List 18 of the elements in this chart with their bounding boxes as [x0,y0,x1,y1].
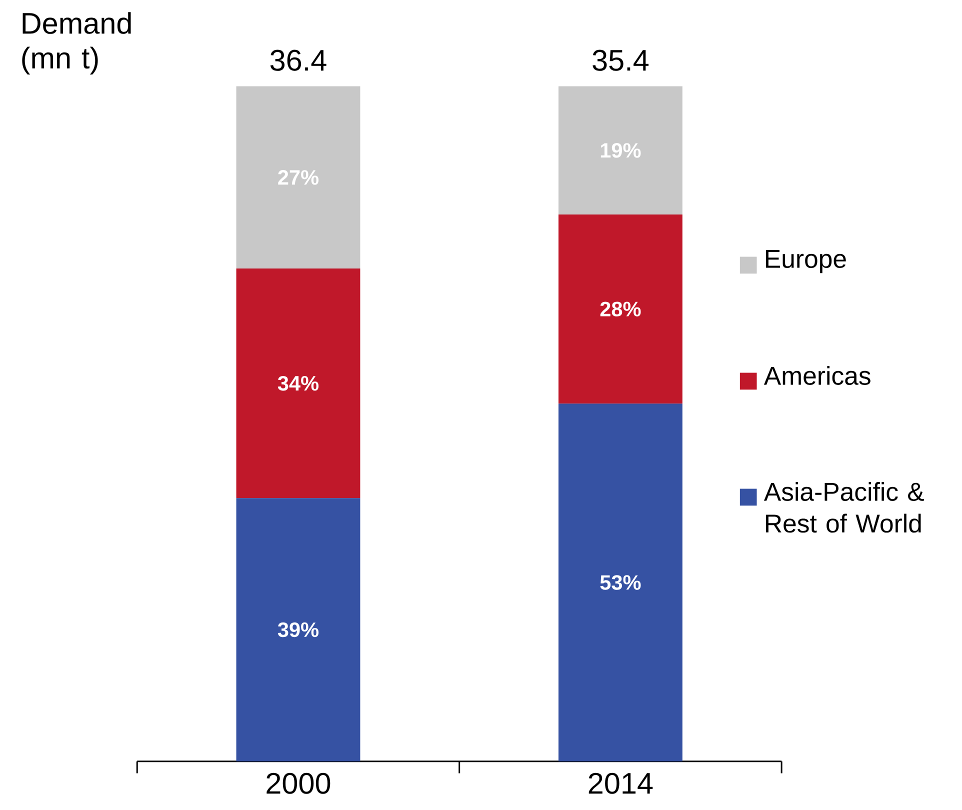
data-label: 39% [278,622,319,638]
data-label: 34% [278,376,319,391]
bar [558,214,682,404]
legend-label: Europe [766,250,846,274]
y-axis-title: Demand (mn t) [22,12,131,74]
bar [236,498,360,762]
legend-label: Americas [764,366,870,385]
bar [558,86,682,215]
bar [558,404,682,762]
data-label: 28% [600,302,641,316]
x-tick-label: 2014 [588,772,653,794]
annotation: 35.4 [592,50,649,71]
x-tick-label: 2000 [266,772,330,794]
legend-label: Asia-Pacific & Rest of World [764,482,924,533]
bar [236,268,360,498]
bar [236,86,360,269]
data-label: 53% [600,575,641,590]
annotation: 36.4 [270,50,326,71]
